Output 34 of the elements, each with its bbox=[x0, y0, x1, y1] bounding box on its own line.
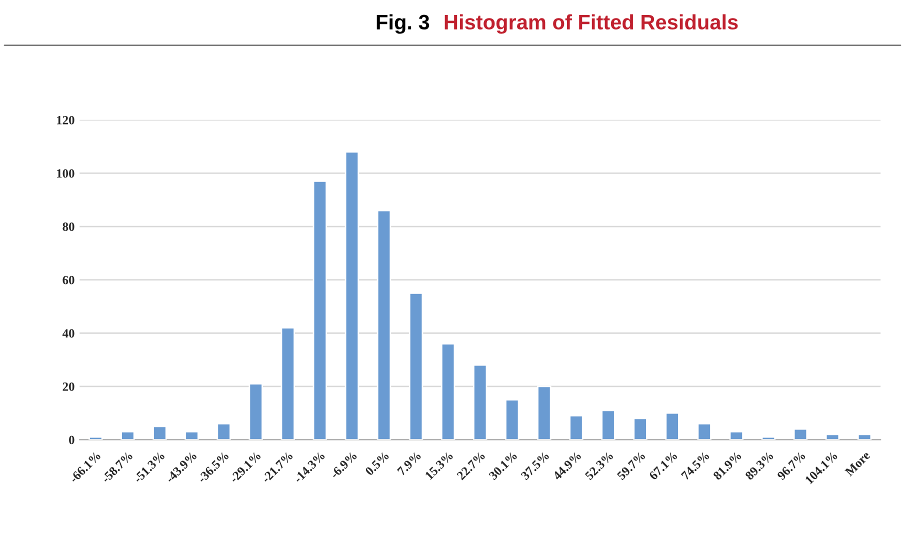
bar bbox=[537, 386, 552, 440]
bar bbox=[312, 180, 328, 440]
chart-title: Fig. 3 bbox=[376, 14, 430, 34]
y-tick-label: 20 bbox=[62, 382, 74, 391]
bar bbox=[761, 436, 776, 440]
bar bbox=[376, 210, 392, 440]
bar bbox=[216, 423, 231, 440]
bar bbox=[408, 292, 424, 440]
y-tick-label: 40 bbox=[62, 329, 74, 338]
bar bbox=[665, 412, 680, 440]
bar bbox=[601, 410, 616, 440]
bar bbox=[857, 434, 872, 440]
bar bbox=[729, 431, 744, 440]
bar bbox=[825, 434, 840, 440]
y-tick-label: 60 bbox=[62, 276, 74, 284]
bar bbox=[697, 423, 712, 440]
y-tick-label: 120 bbox=[57, 116, 74, 124]
y-tick-label: 80 bbox=[62, 222, 74, 231]
bar bbox=[505, 399, 520, 440]
bar bbox=[184, 431, 199, 440]
bar bbox=[473, 364, 488, 440]
bar bbox=[152, 426, 167, 440]
bar bbox=[569, 415, 584, 440]
bar bbox=[793, 428, 808, 440]
bar bbox=[440, 343, 456, 440]
bar bbox=[120, 431, 135, 440]
bar bbox=[248, 383, 263, 440]
bar bbox=[88, 436, 103, 440]
bar bbox=[344, 151, 360, 440]
bar bbox=[280, 327, 295, 440]
y-tick-label: 100 bbox=[57, 169, 74, 178]
y-tick-label: 0 bbox=[69, 436, 74, 444]
bar bbox=[633, 418, 648, 440]
chart-subtitle: Histogram of Fitted Residuals bbox=[444, 14, 738, 34]
